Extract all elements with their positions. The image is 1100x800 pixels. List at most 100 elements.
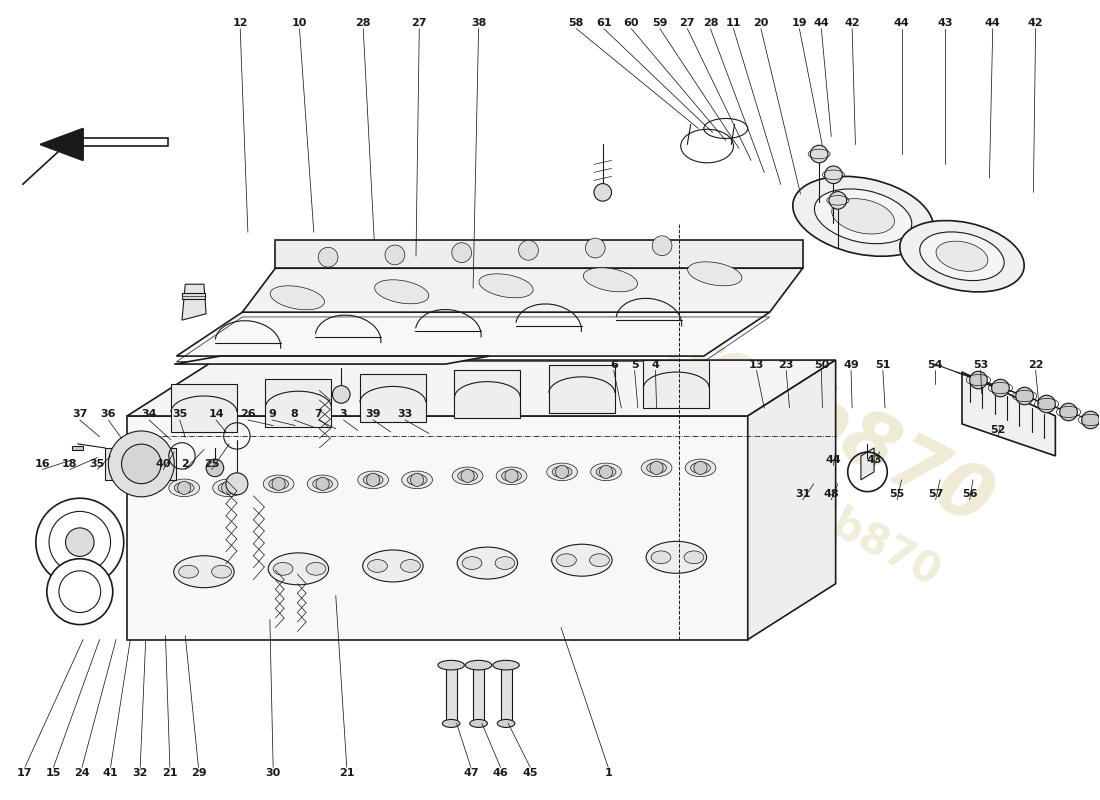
Ellipse shape [552, 466, 572, 478]
Text: 41: 41 [102, 768, 119, 778]
Text: 42: 42 [1027, 18, 1044, 28]
Text: 37: 37 [73, 410, 88, 419]
Ellipse shape [547, 463, 578, 481]
Text: 21: 21 [162, 768, 177, 778]
Ellipse shape [462, 557, 482, 570]
Text: 35: 35 [172, 410, 187, 419]
Text: 49: 49 [843, 360, 859, 370]
Text: 40: 40 [155, 459, 170, 469]
Circle shape [1059, 403, 1077, 421]
Text: 44: 44 [984, 18, 1001, 28]
Circle shape [650, 462, 663, 474]
Circle shape [600, 466, 613, 478]
Polygon shape [549, 365, 615, 413]
Bar [446, 667, 456, 723]
Text: 32: 32 [132, 768, 147, 778]
Text: 53: 53 [974, 360, 988, 370]
Polygon shape [65, 138, 167, 146]
Ellipse shape [212, 479, 243, 497]
Ellipse shape [832, 198, 894, 234]
Text: 10: 10 [292, 18, 307, 28]
Ellipse shape [407, 474, 427, 486]
Text: 44: 44 [826, 455, 842, 465]
Polygon shape [41, 129, 84, 161]
Polygon shape [106, 448, 176, 480]
Polygon shape [174, 356, 490, 364]
Text: 30: 30 [265, 768, 280, 778]
Ellipse shape [900, 221, 1024, 292]
Ellipse shape [458, 470, 477, 482]
Text: 7: 7 [315, 410, 322, 419]
Bar [500, 667, 512, 723]
Ellipse shape [814, 189, 912, 244]
Text: #c8b870: #c8b870 [746, 461, 947, 594]
Polygon shape [360, 374, 426, 422]
Text: 19: 19 [792, 18, 807, 28]
Text: 20: 20 [754, 18, 769, 28]
Text: 44: 44 [814, 18, 829, 28]
Circle shape [385, 245, 405, 265]
Circle shape [366, 474, 379, 486]
Polygon shape [275, 240, 803, 268]
Ellipse shape [688, 262, 741, 286]
Text: 31: 31 [795, 490, 811, 499]
Ellipse shape [363, 474, 383, 486]
Text: 57: 57 [928, 490, 944, 499]
Text: 28: 28 [703, 18, 718, 28]
Circle shape [1015, 387, 1033, 405]
Ellipse shape [458, 547, 518, 579]
Polygon shape [182, 284, 206, 320]
Ellipse shape [478, 274, 534, 298]
Ellipse shape [358, 471, 388, 489]
Circle shape [121, 444, 161, 484]
Ellipse shape [263, 475, 294, 493]
Text: 43: 43 [937, 18, 954, 28]
Ellipse shape [400, 559, 420, 572]
Text: 46: 46 [493, 768, 508, 778]
Ellipse shape [641, 459, 672, 477]
Circle shape [585, 238, 605, 258]
Text: 15: 15 [46, 768, 62, 778]
Text: #c8b870: #c8b870 [646, 306, 1003, 542]
Text: 22: 22 [1027, 360, 1043, 370]
Ellipse shape [647, 462, 667, 474]
Circle shape [177, 482, 190, 494]
Text: 38: 38 [471, 18, 486, 28]
Ellipse shape [596, 466, 616, 478]
Ellipse shape [495, 557, 515, 570]
Ellipse shape [363, 550, 424, 582]
Ellipse shape [402, 471, 432, 489]
Circle shape [461, 470, 474, 482]
Text: 18: 18 [63, 459, 78, 469]
Circle shape [332, 386, 350, 403]
Polygon shape [644, 360, 710, 408]
Polygon shape [176, 312, 770, 356]
Text: 34: 34 [141, 410, 157, 419]
Text: 8: 8 [290, 410, 298, 419]
Text: 59: 59 [652, 18, 668, 28]
Text: 12: 12 [232, 18, 248, 28]
Circle shape [811, 146, 828, 163]
Circle shape [109, 431, 174, 497]
Polygon shape [962, 372, 1055, 456]
Polygon shape [182, 293, 205, 299]
Polygon shape [126, 416, 748, 639]
Text: 36: 36 [100, 410, 117, 419]
Circle shape [206, 459, 223, 477]
Text: 2: 2 [182, 459, 189, 469]
Circle shape [594, 183, 612, 201]
Ellipse shape [367, 559, 387, 572]
Text: 50: 50 [814, 360, 829, 370]
Text: 27: 27 [411, 18, 427, 28]
Ellipse shape [178, 566, 198, 578]
Polygon shape [748, 360, 836, 639]
Circle shape [66, 528, 95, 557]
Ellipse shape [590, 554, 609, 566]
Circle shape [221, 482, 234, 494]
Ellipse shape [685, 459, 716, 477]
Ellipse shape [691, 462, 711, 474]
Circle shape [970, 371, 987, 389]
Text: 39: 39 [365, 410, 381, 419]
Ellipse shape [442, 719, 460, 727]
Text: 5: 5 [630, 360, 638, 370]
